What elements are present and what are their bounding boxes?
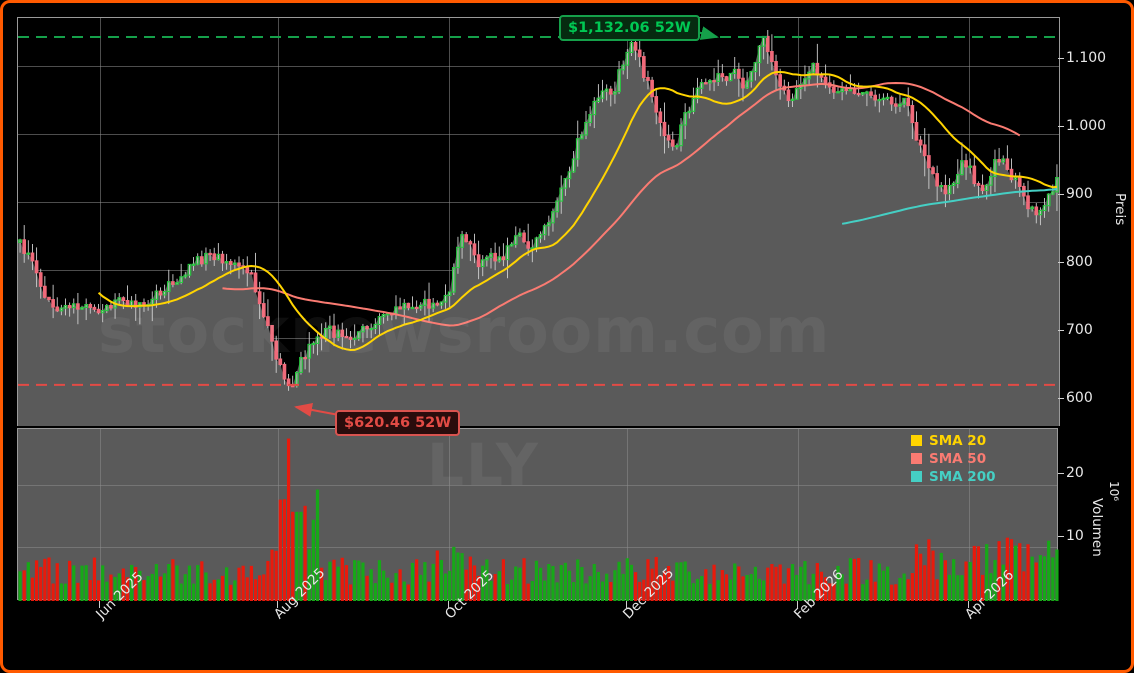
legend-swatch-sma200: [911, 471, 922, 482]
gridline-jun2025: [100, 18, 101, 426]
gridline-aug2025: [278, 18, 279, 426]
legend-item-sma50[interactable]: SMA 50: [911, 450, 996, 467]
volume-tick-label-10: 10: [1066, 528, 1084, 545]
price-tick-mark: [1058, 125, 1064, 127]
gridline-volume-20: [18, 485, 1057, 486]
price-tick-label-800: 800: [1066, 253, 1093, 270]
volume-axis-title: Volumen: [1089, 498, 1105, 557]
volume-tick-mark: [1058, 536, 1064, 538]
legend-item-sma20[interactable]: SMA 20: [911, 432, 996, 449]
date-tick-mark: [99, 601, 100, 608]
price-tick-mark: [1058, 261, 1064, 263]
gridline-vol-jun2025: [100, 429, 101, 599]
legend-label-sma20: SMA 20: [929, 432, 987, 449]
legend-item-sma200[interactable]: SMA 200: [911, 468, 996, 485]
volume-tick-label-20: 20: [1066, 464, 1084, 481]
gridline-vol-feb2026: [798, 429, 799, 599]
price-tick-label-700: 700: [1066, 321, 1093, 338]
price-tick-label-900: 900: [1066, 185, 1093, 202]
low-annotation-arrow: [294, 403, 340, 417]
date-tick-mark: [968, 601, 969, 608]
legend: SMA 20 SMA 50 SMA 200: [911, 432, 996, 486]
gridline-oct2025: [449, 18, 450, 426]
gridline-volume-10: [18, 547, 1057, 548]
price-panel: [17, 17, 1060, 427]
annotation-layer: [294, 24, 719, 417]
volume-tick-mark: [1058, 472, 1064, 474]
legend-label-sma50: SMA 50: [929, 450, 987, 467]
date-tick-mark: [277, 601, 278, 608]
legend-swatch-sma50: [911, 453, 922, 464]
volume-series-layer: [18, 438, 1059, 601]
date-tick-mark: [448, 601, 449, 608]
price-tick-mark: [1058, 57, 1064, 59]
price-tick-label-1000: 1.000: [1066, 117, 1107, 134]
gridline-price-1100: [18, 66, 1059, 67]
price-axis-title: Preis: [1112, 193, 1128, 226]
volume-panel: [17, 428, 1059, 601]
price-series-layer: [18, 29, 1059, 427]
gridline-price-900: [18, 202, 1059, 203]
gridline-vol-apr2026: [969, 429, 970, 599]
legend-label-sma200: SMA 200: [929, 468, 996, 485]
annotation-52w-high: $1,132.06 52W: [559, 15, 700, 41]
plot-area: [17, 17, 1060, 601]
price-tick-label-600: 600: [1066, 389, 1093, 406]
date-tick-mark: [626, 601, 627, 608]
gridline-vol-oct2025: [449, 429, 450, 599]
volume-axis-exponent: 10⁶: [1107, 481, 1121, 502]
price-tick-mark: [1058, 397, 1064, 399]
price-tick-mark: [1058, 193, 1064, 195]
gridline-vol-dec2025: [627, 429, 628, 599]
annotation-52w-low: $620.46 52W: [335, 410, 461, 436]
legend-swatch-sma20: [911, 435, 922, 446]
date-tick-mark: [797, 601, 798, 608]
gridline-price-1000: [18, 134, 1059, 135]
price-tick-mark: [1058, 329, 1064, 331]
gridline-vol-aug2025: [278, 429, 279, 599]
price-tick-label-1100: 1.100: [1066, 49, 1107, 66]
